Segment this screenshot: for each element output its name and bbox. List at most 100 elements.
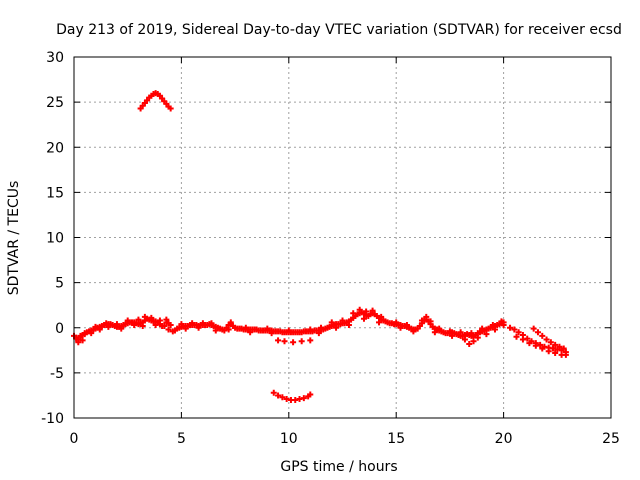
data-point	[526, 340, 533, 347]
data-point	[556, 343, 563, 350]
data-point	[466, 340, 473, 347]
x-tick-label: 0	[70, 431, 79, 447]
x-tick-label: 10	[280, 431, 298, 447]
data-point	[397, 324, 404, 331]
series-outlier-arc-high	[137, 90, 174, 112]
data-point	[461, 336, 468, 343]
grid	[74, 57, 611, 418]
data-point	[345, 322, 352, 329]
data-point	[356, 306, 363, 313]
data-point	[423, 313, 430, 320]
data-point	[307, 326, 314, 333]
data-point	[81, 331, 88, 338]
data-point	[290, 339, 297, 346]
data-point	[225, 326, 232, 333]
y-tick-label: 15	[46, 185, 64, 201]
data-point	[178, 321, 185, 328]
data-point	[135, 316, 142, 323]
data-point	[513, 333, 520, 340]
x-tick-label: 5	[177, 431, 186, 447]
data-point	[519, 336, 526, 343]
data-point	[507, 324, 514, 331]
data-point	[189, 320, 196, 327]
x-axis-title: GPS time / hours	[280, 459, 397, 475]
data-points	[71, 90, 569, 403]
data-point	[552, 350, 559, 357]
x-tick-label: 20	[495, 431, 513, 447]
data-point	[436, 325, 443, 332]
data-point	[318, 324, 325, 331]
data-point	[103, 320, 110, 327]
data-point	[562, 351, 569, 358]
data-point	[195, 324, 202, 331]
data-point	[279, 394, 286, 401]
data-point	[199, 320, 206, 327]
data-point	[208, 320, 215, 327]
data-point	[534, 329, 541, 336]
data-point	[77, 332, 84, 339]
series-upper-track	[73, 306, 505, 342]
data-point	[489, 322, 496, 329]
y-tick-label: 20	[46, 140, 64, 156]
data-point	[124, 317, 131, 324]
data-point	[515, 329, 522, 336]
data-point	[315, 330, 322, 337]
data-point	[242, 324, 249, 331]
data-point	[543, 336, 550, 343]
y-axis-title: SDTVAR / TECUs	[6, 181, 22, 296]
data-point	[75, 339, 82, 346]
data-point	[161, 322, 168, 329]
y-tick-label: 10	[46, 231, 64, 247]
y-tick-label: 5	[55, 276, 64, 292]
data-point	[376, 319, 383, 326]
x-tick-label: 15	[387, 431, 405, 447]
data-point	[264, 325, 271, 332]
data-point	[530, 325, 537, 332]
data-point	[139, 322, 146, 329]
y-tick-label: 30	[46, 50, 64, 66]
data-point	[141, 313, 148, 320]
data-point	[165, 326, 172, 333]
data-point	[552, 341, 559, 348]
data-point	[268, 330, 275, 337]
data-point	[350, 310, 357, 317]
data-point	[92, 323, 99, 330]
data-point	[410, 328, 417, 335]
data-point	[227, 319, 234, 326]
data-point	[113, 321, 120, 328]
data-point	[148, 314, 155, 321]
data-point	[470, 338, 477, 345]
x-tick-label: 25	[602, 431, 620, 447]
data-point	[403, 322, 410, 329]
data-point	[369, 307, 376, 314]
data-point	[492, 326, 499, 333]
data-point	[474, 334, 481, 341]
data-point	[393, 319, 400, 326]
data-point	[339, 317, 346, 324]
data-point	[156, 317, 163, 324]
data-point	[560, 345, 567, 352]
data-point	[446, 328, 453, 335]
data-point	[212, 327, 219, 334]
data-point	[431, 329, 438, 336]
series-lower-track	[75, 315, 507, 347]
data-point	[539, 332, 546, 339]
data-point	[307, 391, 314, 398]
data-point	[118, 325, 125, 332]
data-point	[511, 326, 518, 333]
chart-title: Day 213 of 2019, Sidereal Day-to-day VTE…	[56, 22, 622, 38]
data-point	[275, 392, 282, 399]
data-point	[247, 329, 254, 336]
data-point	[163, 316, 170, 323]
data-point	[275, 337, 282, 344]
data-point	[298, 338, 305, 345]
data-point	[479, 325, 486, 332]
data-point	[457, 329, 464, 336]
data-point	[363, 308, 370, 315]
y-tick-label: 25	[46, 95, 64, 111]
data-point	[167, 105, 174, 112]
data-point	[307, 337, 314, 344]
data-point	[285, 327, 292, 334]
data-point	[468, 330, 475, 337]
